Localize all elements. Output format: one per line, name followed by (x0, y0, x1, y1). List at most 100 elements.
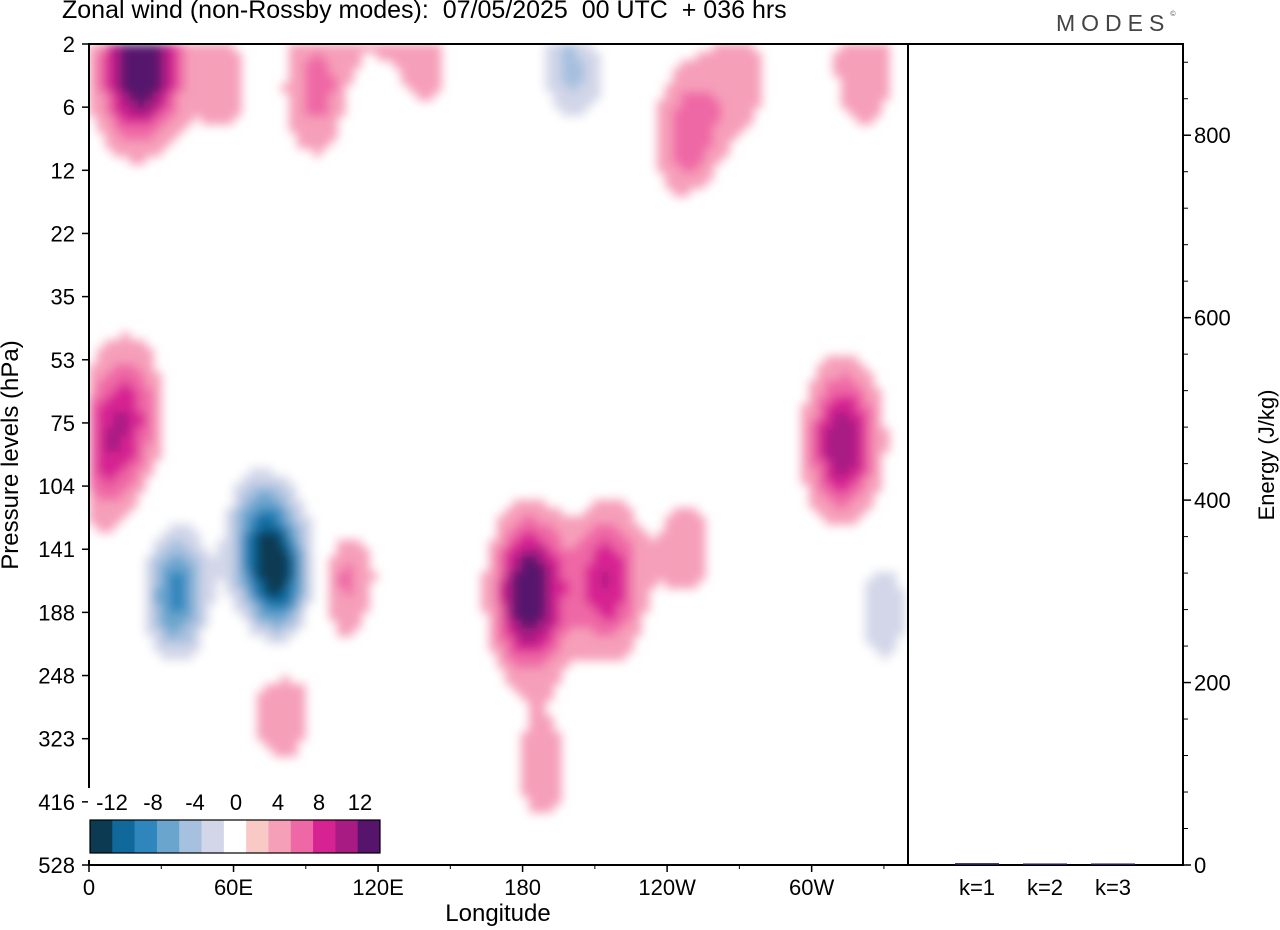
field-cell (873, 452, 882, 461)
field-cell (249, 596, 258, 605)
field-cell (609, 580, 618, 589)
field-cell (865, 84, 874, 93)
field-cell (529, 508, 538, 517)
field-cell (145, 532, 154, 541)
field-cell (169, 68, 178, 77)
field-cell (185, 108, 194, 117)
field-cell (193, 612, 202, 621)
field-cell (249, 636, 258, 645)
field-cell (321, 500, 330, 509)
field-cell (297, 52, 306, 61)
field-cell (249, 460, 258, 469)
field-cell (201, 596, 210, 605)
field-cell (537, 596, 546, 605)
field-cell (497, 556, 506, 565)
field-cell (617, 636, 626, 645)
field-cell (713, 44, 722, 53)
field-cell (241, 500, 250, 509)
field-cell (353, 620, 362, 629)
field-cell (105, 356, 114, 365)
field-cell (593, 52, 602, 61)
field-cell (817, 412, 826, 421)
field-cell (697, 148, 706, 157)
field-cell (849, 444, 858, 453)
field-cell (873, 580, 882, 589)
field-cell (609, 628, 618, 637)
field-cell (601, 500, 610, 509)
field-cell (113, 436, 122, 445)
field-cell (97, 500, 106, 509)
field-cell (873, 60, 882, 69)
field-cell (281, 468, 290, 477)
field-cell (529, 44, 538, 53)
field-cell (209, 524, 218, 533)
field-cell (553, 652, 562, 661)
field-cell (121, 108, 130, 117)
field-cell (121, 68, 130, 77)
field-cell (273, 572, 282, 581)
field-cell (489, 612, 498, 621)
field-cell (713, 156, 722, 165)
field-cell (697, 164, 706, 173)
field-cell (289, 732, 298, 741)
field-cell (377, 52, 386, 61)
field-cell (145, 556, 154, 565)
field-cell (873, 100, 882, 109)
field-cell (697, 748, 706, 757)
field-cell (705, 740, 714, 749)
field-cell (665, 116, 674, 125)
field-cell (545, 660, 554, 669)
field-cell (897, 660, 906, 669)
field-cell (169, 588, 178, 597)
field-cell (537, 580, 546, 589)
field-cell (201, 636, 210, 645)
field-cell (593, 588, 602, 597)
field-cell (633, 532, 642, 541)
field-cell (697, 68, 706, 77)
field-cell (105, 140, 114, 149)
field-cell (569, 44, 578, 53)
field-cell (297, 76, 306, 85)
field-cell (121, 356, 130, 365)
field-cell (169, 556, 178, 565)
field-cell (521, 772, 530, 781)
field-cell (849, 60, 858, 69)
field-cell (681, 548, 690, 557)
field-cell (569, 140, 578, 149)
field-cell (809, 500, 818, 509)
field-cell (801, 404, 810, 413)
field-cell (121, 76, 130, 85)
field-cell (297, 596, 306, 605)
field-cell (321, 132, 330, 141)
field-cell (177, 52, 186, 61)
field-cell (545, 44, 554, 53)
field-cell (265, 596, 274, 605)
field-cell (329, 52, 338, 61)
field-cell (689, 700, 698, 709)
field-cell (657, 572, 666, 581)
field-cell (721, 684, 730, 693)
field-cell (169, 100, 178, 109)
field-cell (193, 516, 202, 525)
field-cell (177, 572, 186, 581)
field-cell (753, 92, 762, 101)
field-cell (633, 556, 642, 565)
field-cell (561, 540, 570, 549)
field-cell (865, 564, 874, 573)
field-cell (497, 660, 506, 669)
field-cell (889, 564, 898, 573)
field-cell (601, 516, 610, 525)
field-cell (545, 564, 554, 573)
field-cell (561, 92, 570, 101)
field-cell (113, 404, 122, 413)
field-cell (113, 396, 122, 405)
field-cell (681, 164, 690, 173)
field-cell (193, 108, 202, 117)
field-cell (609, 652, 618, 661)
field-cell (505, 644, 514, 653)
field-cell (177, 84, 186, 93)
field-cell (305, 620, 314, 629)
field-cell (857, 588, 866, 597)
field-cell (657, 148, 666, 157)
field-cell (817, 388, 826, 397)
